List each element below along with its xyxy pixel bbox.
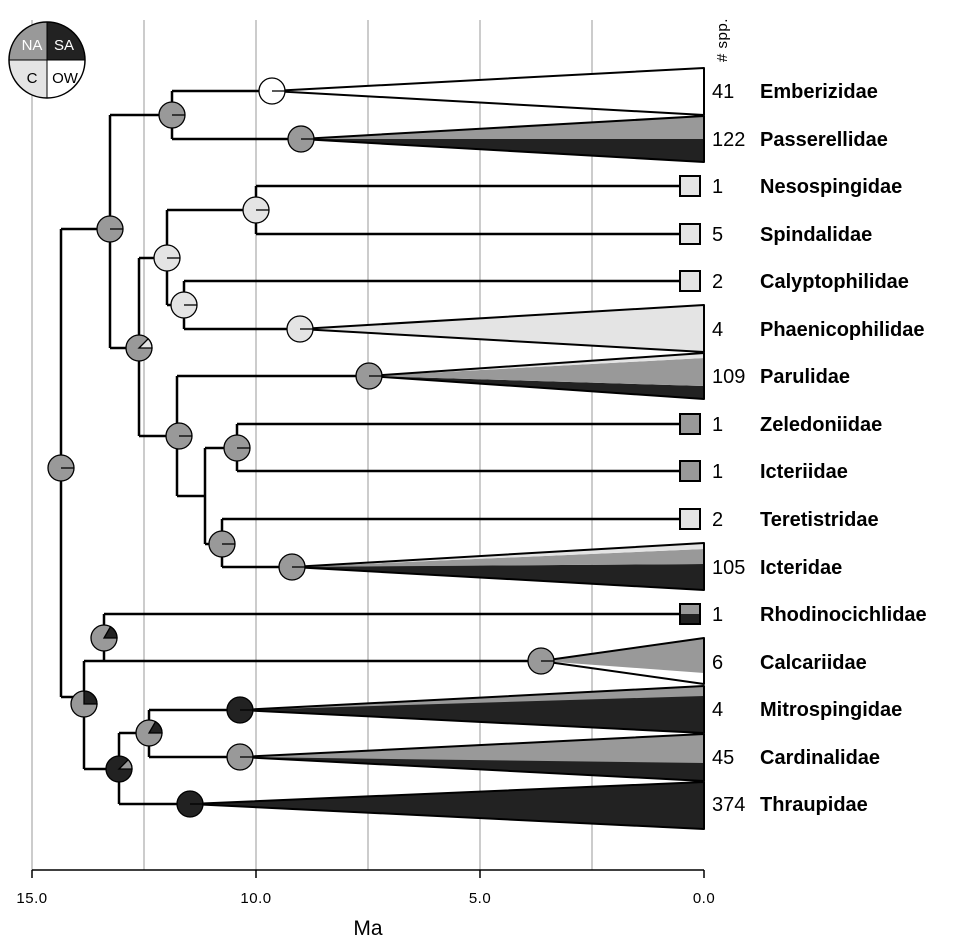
family-icteriidae: Icteriidae [760, 461, 848, 483]
node-pie-mitro-cardin [135, 719, 163, 747]
x-tick-label-15: 15.0 [16, 890, 47, 907]
x-tick-label-0: 0.0 [693, 890, 715, 907]
tip-box-zeledoniidae [679, 413, 701, 435]
legend-label-na: NA [22, 37, 43, 54]
tip-box-spindalidae [679, 223, 701, 245]
count-rhodinocichlidae: 1 [712, 604, 723, 626]
wedge-emberizidae [271, 67, 705, 116]
count-emberizidae: 41 [712, 81, 734, 103]
node-pie-passerellidae [287, 125, 315, 153]
count-nesospingidae: 1 [712, 176, 723, 198]
family-mitrospingidae: Mitrospingidae [760, 699, 902, 721]
family-calcariidae: Calcariidae [760, 652, 867, 674]
count-phaenicophilidae: 4 [712, 319, 723, 341]
wedge-calcariidae [540, 637, 705, 685]
family-thraupidae: Thraupidae [760, 794, 868, 816]
node-pie-emberizidae [258, 77, 286, 105]
tip-box-icteriidae [679, 460, 701, 482]
x-tick-label-5: 5.0 [469, 890, 491, 907]
family-icteridae: Icteridae [760, 557, 842, 579]
region-legend: NA SA C OW [8, 21, 86, 99]
count-cardinalidae: 45 [712, 747, 734, 769]
node-pie-calypto-phaeni [170, 291, 198, 319]
family-zeledoniidae: Zeledoniidae [760, 414, 882, 436]
count-spindalidae: 5 [712, 224, 723, 246]
node-pie-zeledon-icteri [223, 434, 251, 462]
node-pie-cardinalidae [226, 743, 254, 771]
count-calcariidae: 6 [712, 652, 723, 674]
count-mitrospingidae: 4 [712, 699, 723, 721]
time-gridlines [31, 20, 593, 870]
count-parulidae: 109 [712, 366, 745, 388]
wedge-parulidae [368, 352, 705, 400]
node-pie-calcariidae [527, 647, 555, 675]
wedge-phaenicophilidae [299, 304, 705, 353]
node-pie-parulidae [355, 362, 383, 390]
legend-slice-ow [47, 60, 85, 98]
family-spindalidae: Spindalidae [760, 224, 872, 246]
node-pie-icteridae [278, 553, 306, 581]
count-thraupidae: 374 [712, 794, 745, 816]
tip-boxes [679, 175, 701, 625]
count-header: # spp. [714, 18, 731, 62]
wedge-icteridae [291, 542, 705, 591]
family-cardinalidae: Cardinalidae [760, 747, 880, 769]
node-pie-root [47, 454, 75, 482]
family-teretistridae: Teretistridae [760, 509, 879, 531]
count-passerellidae: 122 [712, 129, 745, 151]
node-pie-neso-spind [242, 196, 270, 224]
wedge-cardinalidae [239, 733, 705, 782]
node-pie-ember-passer [158, 101, 186, 129]
family-calyptophilidae: Calyptophilidae [760, 271, 909, 293]
tip-box-teretistridae [679, 508, 701, 530]
legend-label-ow: OW [52, 70, 79, 87]
family-rhodinocichlidae: Rhodinocichlidae [760, 604, 927, 626]
x-tick-label-10: 10.0 [240, 890, 271, 907]
count-calyptophilidae: 2 [712, 271, 723, 293]
branch-neso-spind [254, 184, 680, 236]
node-pie-parulid-group [165, 422, 193, 450]
node-pie-phaenicophilidae [286, 315, 314, 343]
clade-wedges [189, 67, 705, 830]
tip-box-calyptophilidae [679, 270, 701, 292]
ancestral-state-nodes [47, 77, 555, 818]
wedge-passerellidae [300, 115, 705, 163]
family-phaenicophilidae: Phaenicophilidae [760, 319, 924, 341]
tip-box-nesospingidae [679, 175, 701, 197]
count-icteridae: 105 [712, 557, 745, 579]
family-passerellidae: Passerellidae [760, 129, 888, 151]
node-pie-cardinaloid [70, 690, 98, 718]
node-pie-rhodino-calcar [90, 624, 118, 652]
x-axis-title: Ma [353, 917, 382, 940]
node-pie-emberizoid-core [96, 215, 124, 243]
x-axis: 15.0 10.0 5.0 0.0 Ma [16, 869, 715, 940]
wedge-mitrospingidae [239, 685, 705, 734]
node-pie-card-thraup [105, 755, 133, 783]
node-pie-icterid-group [208, 530, 236, 558]
node-pie-caribbean-inner [153, 244, 181, 272]
node-pie-thraupidae [176, 790, 204, 818]
branch-zeledon-icteri [235, 422, 680, 473]
legend-label-sa: SA [54, 37, 74, 54]
wedge-thraupidae [189, 781, 705, 830]
count-zeledoniidae: 1 [712, 414, 723, 436]
family-parulidae: Parulidae [760, 366, 850, 388]
legend-label-c: C [27, 70, 38, 87]
count-teretistridae: 2 [712, 509, 723, 531]
tip-box-rhodinocichlidae [679, 603, 701, 625]
branch-mitro-cardin [147, 708, 240, 759]
legend-slice-sa [47, 22, 85, 60]
family-emberizidae: Emberizidae [760, 81, 878, 103]
node-pie-caribbean [125, 334, 153, 362]
count-icteriidae: 1 [712, 461, 723, 483]
legend-slice-na [9, 22, 47, 60]
tip-labels: 41 Emberizidae 122 Passerellidae 1 Nesos… [712, 81, 927, 816]
family-nesospingidae: Nesospingidae [760, 176, 902, 198]
node-pie-mitrospingidae [226, 696, 254, 724]
legend-slice-c [9, 60, 47, 98]
